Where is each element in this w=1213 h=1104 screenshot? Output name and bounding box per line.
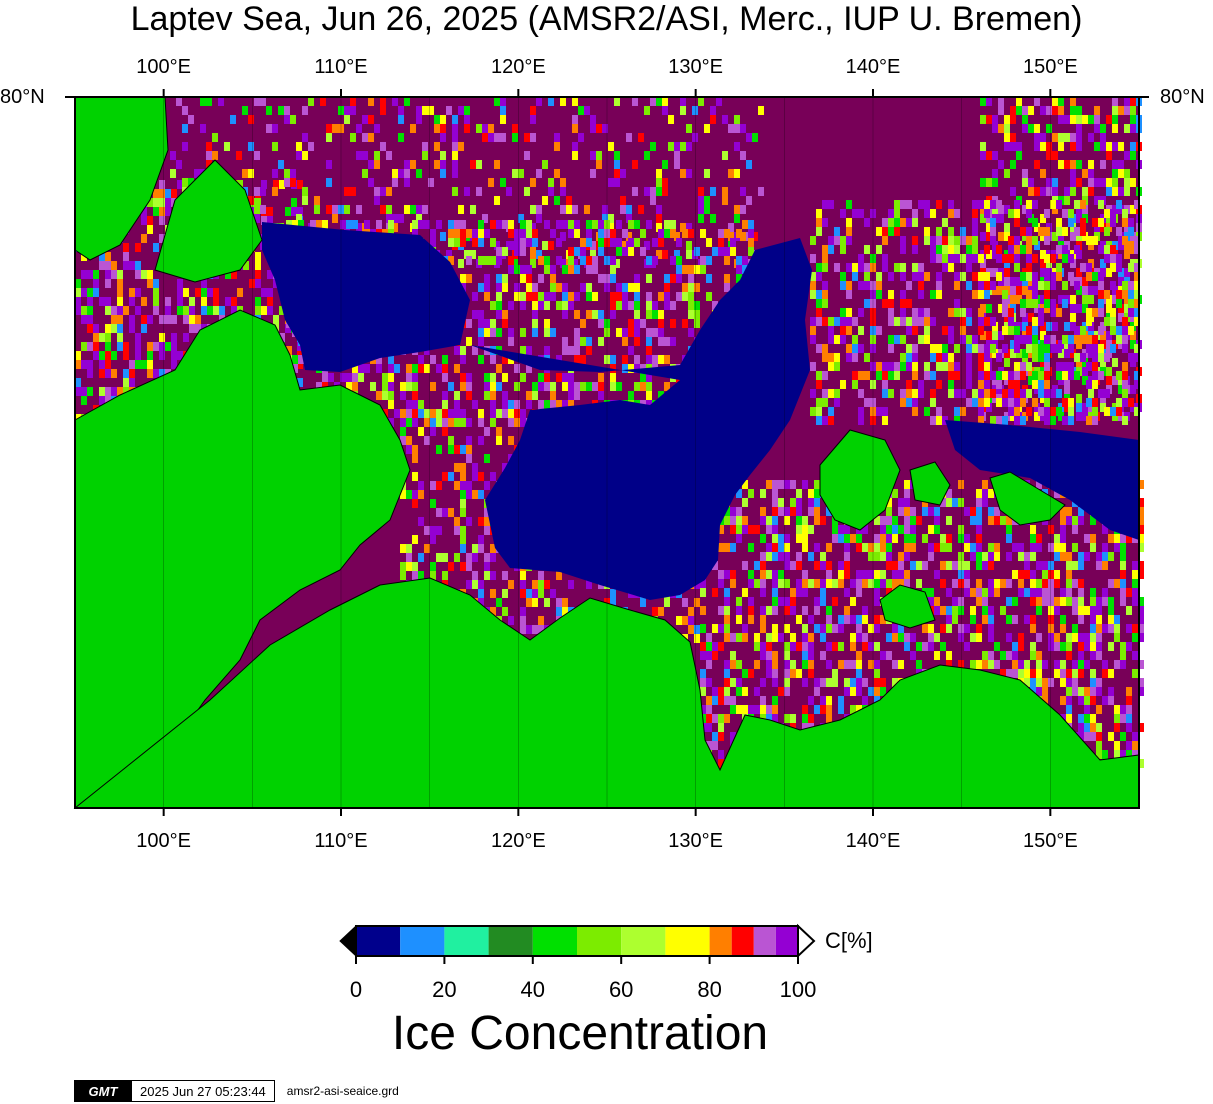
open-water-region-1 [262,222,470,372]
timestamp-text: 2025 Jun 27 05:23:44 [132,1080,275,1102]
lon-label-top: 140°E [845,56,901,78]
land-region-5 [819,429,901,531]
land-region-8 [909,461,951,506]
colorbar-tick-label: 40 [520,977,546,1002]
lon-label-bottom: 100°E [136,830,192,852]
land-region-6 [989,471,1066,526]
lon-label-bottom: 110°E [314,830,368,852]
map-title: Laptev Sea, Jun 26, 2025 (AMSR2/ASI, Mer… [130,0,1083,38]
land-region-2 [154,159,263,283]
colorbar-tick-label: 80 [697,977,722,1002]
lon-label-top: 110°E [314,56,368,78]
land-region-7 [879,584,936,629]
colorbar-label: Ice Concentration [391,1007,769,1060]
open-water-region-3 [945,420,1139,540]
lon-label-top: 120°E [490,56,546,78]
filename-text: amsr2-asi-seaice.grd [286,1084,399,1098]
colorbar-tick-label: 100 [779,977,817,1002]
lon-label-top: 100°E [136,56,192,78]
lon-label-bottom: 150°E [1022,830,1078,852]
colorbar-tick-label: 0 [349,977,363,1002]
gmt-timestamp: GMT 2025 Jun 27 05:23:44 amsr2-asi-seaic… [74,1080,399,1102]
lon-label-top: 150°E [1022,56,1078,78]
lon-label-bottom: 130°E [668,830,724,852]
colorbar-tick-label: 60 [608,977,634,1002]
lat-label-left: 80°N [0,86,45,108]
lat-label-right: 80°N [1160,86,1205,108]
lon-label-top: 130°E [668,56,724,78]
gmt-logo: GMT [74,1080,132,1102]
colorbar-tick-label: 20 [432,977,457,1002]
lon-label-bottom: 140°E [845,830,901,852]
land-region-1 [74,96,169,261]
colorbar-unit: C[%] [825,928,873,953]
open-water-region-2 [470,238,812,600]
map-frame [74,96,1140,809]
lon-label-bottom: 120°E [490,830,546,852]
